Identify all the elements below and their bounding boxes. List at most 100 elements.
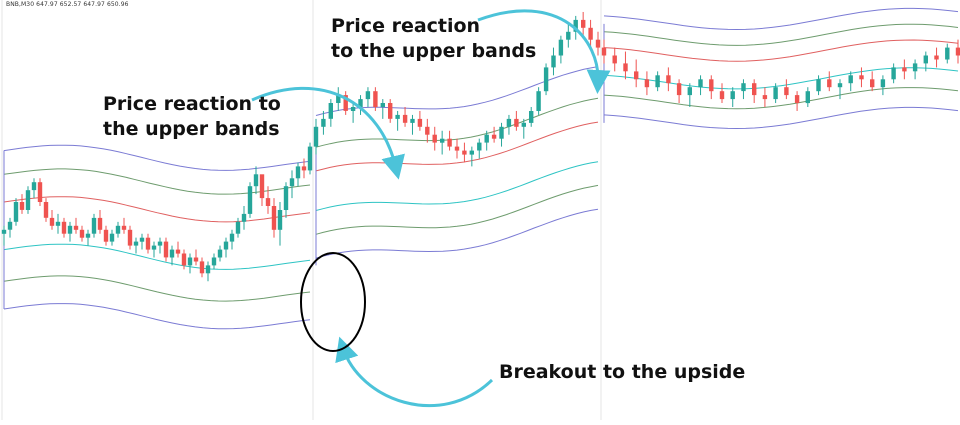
bullish-candle [521,122,526,127]
bullish-candle [816,79,821,92]
bullish-candle [730,91,735,100]
bearish-candle [417,118,423,127]
annotation-line: Breakout to the upside [499,361,746,383]
bearish-candle [49,217,55,226]
bullish-candle [211,257,217,266]
bearish-candle [612,55,617,64]
bearish-candle [454,146,460,151]
bullish-candle [217,249,223,258]
bullish-candle [558,39,564,56]
chart-symbol-header: BNB,M30 647.97 652.57 647.97 650.96 [6,1,129,8]
bearish-candle [61,221,67,234]
bullish-candle [321,118,326,127]
bearish-candle [934,55,939,60]
band-line-inner-upper [603,39,959,62]
bearish-candle [588,27,593,40]
bullish-candle [805,91,810,104]
bullish-candle [880,79,886,88]
bullish-candle [484,134,489,143]
band-line-outer-upper [3,144,311,171]
band-line-outer-upper [315,66,599,116]
bollinger-bands [3,7,959,330]
bullish-candle [313,126,319,147]
bearish-candle [103,229,109,242]
annotation-line: the upper bands [103,118,280,140]
bullish-candle [773,87,778,100]
bullish-candle [529,111,534,123]
bearish-candle [870,79,875,88]
bullish-candle [543,67,549,92]
bearish-candle [719,91,725,100]
bullish-candle [536,91,541,111]
bearish-candle [145,237,151,250]
bearish-candle [666,75,671,84]
bearish-candle [859,75,864,80]
bullish-candle [115,225,121,234]
bearish-candle [447,138,452,147]
bearish-candle [199,261,205,274]
bearish-candle [37,182,43,202]
bullish-candle [295,166,301,179]
band-line-inner-lower [603,67,959,90]
bullish-candle [247,186,253,214]
bearish-candle [163,241,169,258]
bearish-candle [902,67,907,72]
band-line-outer-upper [603,7,959,31]
bullish-candle [477,142,482,151]
bearish-candle [955,47,960,56]
bearish-candle [97,217,103,230]
bearish-candle [265,198,271,206]
bullish-candle [469,150,474,155]
bullish-candle [91,217,97,234]
arrow-to-breakout [335,336,494,407]
bullish-candle [358,99,363,107]
arrow-to-upper-band-left [251,86,405,180]
bullish-candle [277,210,283,230]
bullish-candle [109,233,115,242]
bullish-candle [85,233,91,238]
bearish-candle [373,91,378,107]
bullish-candle [395,114,400,119]
bullish-candle [848,75,853,84]
bullish-candle [891,67,896,80]
bullish-candle [328,103,333,119]
bearish-candle [462,150,467,155]
bearish-candle [73,225,79,230]
band-line-inner-upper [3,196,311,223]
bearish-candle [644,79,650,88]
bullish-candle [289,178,295,187]
bearish-candle [676,83,682,96]
band-line-inner-lower [315,161,599,211]
bearish-candle [402,114,408,123]
annotation-price-reaction-top: Price reaction to the upper bands [331,14,536,64]
bullish-candle [31,182,37,191]
bullish-candle [380,103,385,107]
bullish-candle [55,221,61,226]
band-line-middle-upper [3,168,311,195]
bullish-candle [551,55,556,68]
bearish-candle [752,83,757,96]
annotation-graphics [251,9,611,407]
bearish-candle [19,202,25,210]
bearish-candle [271,206,277,230]
band-line-outer-lower [603,106,959,130]
bullish-candle [151,245,157,250]
arrow-to-upper-band-top [477,9,611,94]
bullish-candle [566,31,571,40]
band-line-outer-lower [3,303,311,330]
band-line-middle-upper [603,23,959,46]
bullish-candle [229,233,235,242]
annotation-line: to the upper bands [331,40,537,62]
breakout-highlight-ellipse [300,252,366,352]
bullish-candle [253,174,259,187]
bearish-candle [181,253,187,266]
bearish-candle [794,95,800,103]
bullish-candle [350,107,356,111]
bearish-candle [827,79,832,88]
bearish-candle [595,39,601,48]
bearish-candle [709,79,714,92]
bullish-candle [223,241,229,250]
bullish-candle [139,237,145,242]
